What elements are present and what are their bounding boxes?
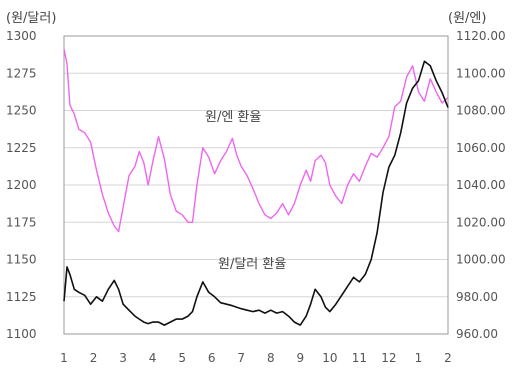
x-tick-label: 3 xyxy=(119,351,127,365)
x-tick-label: 4 xyxy=(149,351,157,365)
left-tick-label: 1100 xyxy=(6,327,37,341)
left-tick-label: 1275 xyxy=(6,66,37,80)
x-tick-label: 11 xyxy=(352,351,367,365)
x-tick-label: 2 xyxy=(90,351,98,365)
x-tick-label: 1 xyxy=(415,351,423,365)
gridlines xyxy=(64,35,448,335)
left-tick-label: 1225 xyxy=(6,141,37,155)
x-tick-label: 7 xyxy=(237,351,245,365)
x-tick-label: 12 xyxy=(381,351,396,365)
right-tick-label: 1000.00 xyxy=(456,253,506,267)
plot-frame xyxy=(63,35,449,335)
x-tick-label: 2 xyxy=(444,351,452,365)
left-tick-label: 1150 xyxy=(6,253,37,267)
right-tick-label: 1060.00 xyxy=(456,141,506,155)
left-tick-label: 1250 xyxy=(6,104,37,118)
x-axis-ticks: 1 2 3 4 5 6 7 8 9 10 11 12 1 2 xyxy=(60,351,452,365)
series-line-dollar xyxy=(63,60,449,326)
left-axis-ticks: 1300 1275 1250 1225 1200 1175 1150 1125 1100 xyxy=(6,29,37,341)
right-tick-label: 1120.00 xyxy=(456,29,506,43)
series-line-yen xyxy=(63,48,449,233)
x-tick-label: 6 xyxy=(208,351,216,365)
right-tick-label: 1080.00 xyxy=(456,104,506,118)
right-axis-ticks: 1120.00 1100.00 1080.00 1060.00 1040.00 1020.… xyxy=(456,29,506,341)
right-tick-label: 1040.00 xyxy=(456,178,506,192)
left-tick-label: 1300 xyxy=(6,29,37,43)
series-lines xyxy=(63,48,449,326)
right-tick-label: 1020.00 xyxy=(456,215,506,229)
series-label-yen: 원/엔 환율 xyxy=(205,110,261,125)
x-tick-label: 9 xyxy=(296,351,304,365)
series-label-dollar: 원/달러 환율 xyxy=(218,257,286,272)
x-tick-label: 10 xyxy=(322,351,337,365)
left-axis-unit: (원/달러) xyxy=(6,11,56,26)
left-tick-label: 1125 xyxy=(6,290,37,304)
x-tick-label: 1 xyxy=(60,351,68,365)
right-tick-label: 960.00 xyxy=(456,327,498,341)
right-tick-label: 1100.00 xyxy=(456,66,506,80)
left-tick-label: 1175 xyxy=(6,215,37,229)
right-tick-label: 980.00 xyxy=(456,290,498,304)
right-axis-unit: (원/엔) xyxy=(448,11,486,26)
x-tick-label: 8 xyxy=(267,351,275,365)
left-tick-label: 1200 xyxy=(6,178,37,192)
x-tick-label: 5 xyxy=(178,351,186,365)
